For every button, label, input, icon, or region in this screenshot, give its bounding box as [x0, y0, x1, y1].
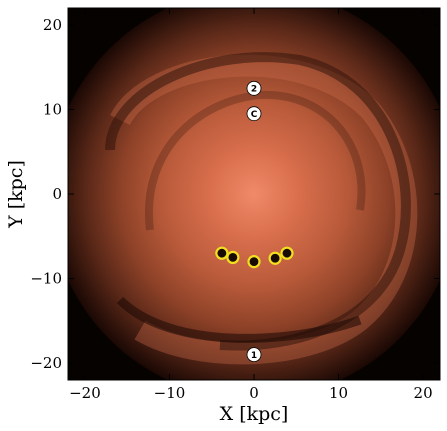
y-tick-label: −20	[30, 354, 62, 372]
x-axis-label: X [kpc]	[220, 403, 289, 425]
x-tick-label: −10	[154, 384, 186, 402]
y-axis-ticks: −20 −10 0 10 20	[30, 16, 440, 372]
marker-label: C	[251, 110, 258, 120]
highlighted-point	[280, 246, 294, 260]
highlighted-point	[268, 251, 282, 265]
highlighted-point	[247, 255, 261, 269]
marker-label: 1	[251, 351, 257, 361]
y-tick-label: 0	[52, 185, 62, 203]
dust-lane-inner	[144, 90, 366, 231]
y-tick-label: −10	[30, 270, 62, 288]
marker-circle	[246, 106, 262, 122]
dust-lane-lower	[116, 296, 362, 343]
y-tick-label: 20	[43, 16, 62, 34]
x-tick-label: 10	[329, 384, 348, 402]
labeled-marker: C	[246, 106, 262, 122]
marker-circle	[246, 347, 262, 363]
plot-area	[67, 7, 441, 381]
x-tick-label: 20	[414, 384, 433, 402]
y-axis-label: Y [kpc]	[5, 160, 27, 229]
labeled-marker: 2	[246, 80, 262, 96]
density-map	[68, 8, 440, 380]
y-tick-label: 10	[43, 100, 62, 118]
marker-label: 2	[251, 85, 257, 95]
marker-circle	[246, 80, 262, 96]
x-tick-label: −20	[69, 384, 101, 402]
disk-glow	[68, 8, 440, 380]
data-markers: 2 C 1	[215, 80, 294, 363]
x-tick-label: 0	[249, 384, 259, 402]
x-axis-ticks: −20 −10 0 10 20	[69, 8, 433, 402]
labeled-marker: 1	[246, 347, 262, 363]
highlighted-point	[226, 250, 240, 265]
highlighted-point	[215, 246, 229, 260]
